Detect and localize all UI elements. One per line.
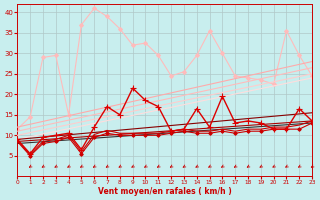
X-axis label: Vent moyen/en rafales ( km/h ): Vent moyen/en rafales ( km/h ): [98, 187, 232, 196]
